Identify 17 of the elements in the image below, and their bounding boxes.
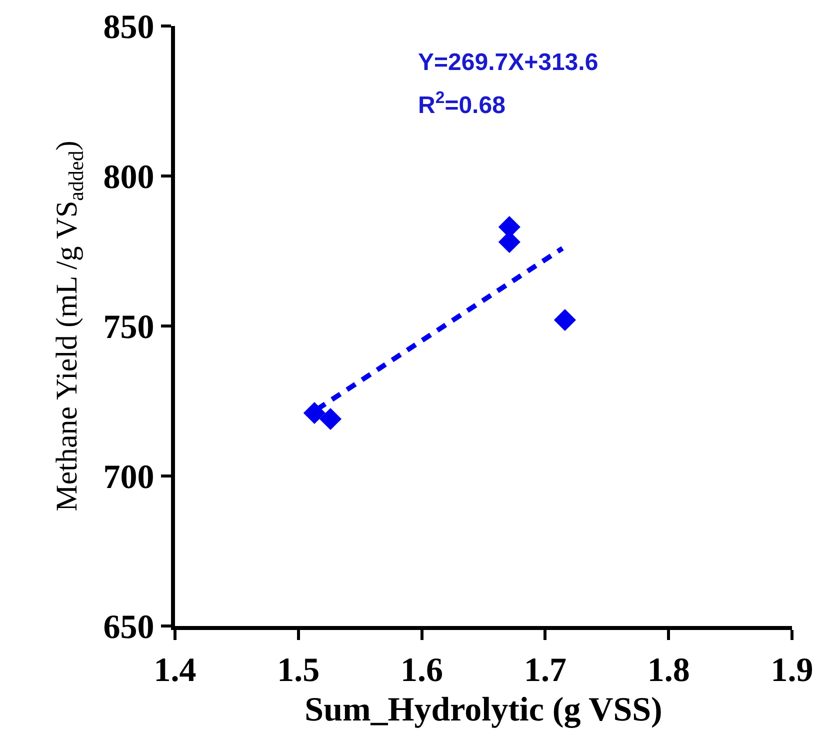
x-tick-label: 1.7 [524, 652, 566, 689]
y-tick-label: 850 [103, 8, 154, 46]
x-tick-label: 1.8 [647, 652, 690, 689]
y-tick-label: 750 [103, 308, 154, 346]
point [319, 408, 342, 430]
x-tick-label: 1.6 [400, 652, 444, 689]
annotation: Y=269.7X+313.6 [418, 49, 598, 76]
annotation: R$^{2}$=0.68 [418, 88, 506, 120]
y-tick-label: 800 [103, 158, 154, 196]
x-tick-label: 1.5 [277, 652, 320, 689]
y-tick-label: 650 [103, 608, 154, 646]
x-axis-title: Sum_Hydrolytic (g VSS) [304, 692, 662, 729]
y-tick-label: 700 [103, 458, 154, 496]
x-tick-label: 1.9 [770, 652, 814, 689]
x-tick-label: 1.4 [154, 652, 196, 689]
point [303, 402, 326, 424]
point [554, 308, 576, 332]
